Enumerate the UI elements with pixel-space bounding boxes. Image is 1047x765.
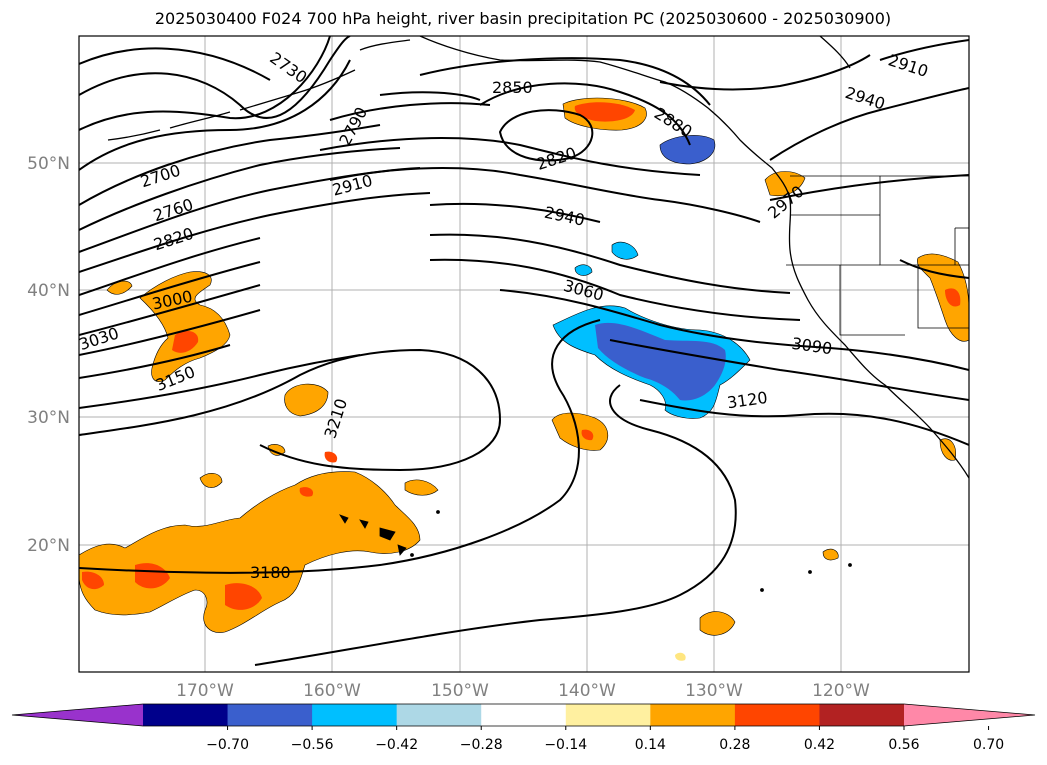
lat-label: 30°N [27, 408, 70, 428]
lon-label: 140°W [558, 681, 616, 701]
map-area: 2730 2790 2850 2910 2700 2820 2880 2940 … [79, 36, 969, 672]
map-title: 2025030400 F024 700 hPa height, river ba… [155, 9, 891, 28]
colorbar-outline [11, 703, 1036, 727]
lat-label: 20°N [27, 536, 70, 556]
precip-pc-fill [79, 97, 969, 661]
lat-label: 50°N [27, 154, 70, 174]
precip-area-bc-neg [659, 135, 716, 165]
colorbar-tick-label: −0.14 [544, 737, 587, 753]
colorbar-tick-label: 0.42 [804, 737, 835, 753]
colorbar-tick-label: −0.56 [291, 737, 334, 753]
colorbar-box [734, 704, 820, 726]
colorbar-extend-high [904, 704, 1035, 726]
colorbar-box [565, 704, 651, 726]
colorbar-tick-label: −0.42 [375, 737, 418, 753]
height-contours [79, 36, 969, 666]
colorbar-tick-label: −0.28 [460, 737, 503, 753]
colorbar-box [650, 704, 736, 726]
colorbar: −0.70 −0.56 −0.42 −0.28 −0.14 0.14 0.28 0.42 0.5… [11, 703, 1036, 753]
lon-labels: 170°W 160°W 150°W 140°W 130°W 120°W [176, 681, 870, 701]
contour-label: 2850 [492, 78, 533, 97]
colorbar-box [143, 704, 229, 726]
colorbar-extend-low [12, 704, 143, 726]
contour-label: 3180 [250, 563, 291, 582]
lat-labels: 50°N 40°N 30°N 20°N [27, 154, 70, 556]
colorbar-tick-label: 0.70 [973, 737, 1004, 753]
colorbar-box [312, 704, 398, 726]
colorbar-tick-label: 0.56 [888, 737, 919, 753]
colorbar-tick-label: −0.70 [206, 737, 249, 753]
islands [339, 510, 852, 592]
colorbar-box [481, 704, 567, 726]
lon-label: 150°W [431, 681, 489, 701]
colorbar-tick-label: 0.14 [635, 737, 666, 753]
colorbar-tick-label: 0.28 [719, 737, 750, 753]
lon-label: 120°W [812, 681, 870, 701]
lon-label: 130°W [685, 681, 743, 701]
colorbar-box [227, 704, 313, 726]
lat-label: 40°N [27, 281, 70, 301]
lon-label: 160°W [303, 681, 361, 701]
precip-area-hawaii [79, 471, 421, 633]
lon-label: 170°W [176, 681, 234, 701]
precip-area-vancouver [764, 171, 806, 197]
colorbar-box [819, 704, 905, 726]
map-frame [78, 35, 970, 673]
colorbar-box [396, 704, 482, 726]
